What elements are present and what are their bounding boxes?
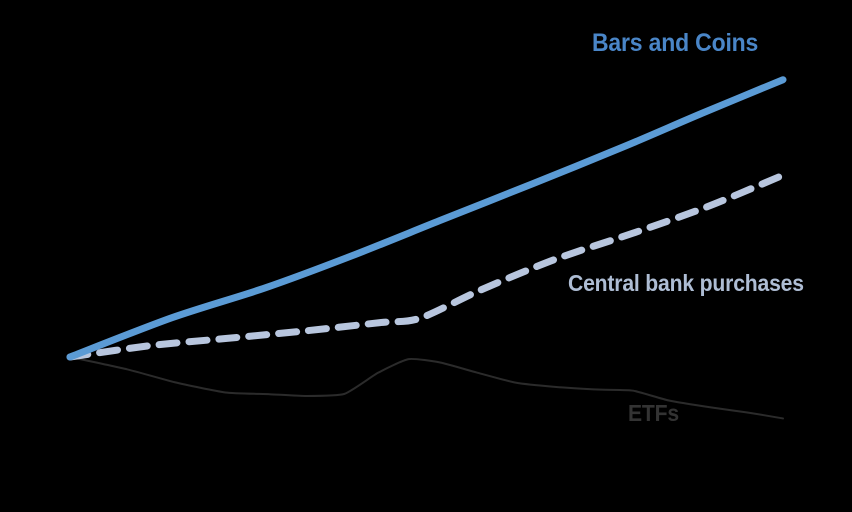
series-label-etfs: ETFs	[628, 400, 680, 426]
series-label-central-bank-purchases: Central bank purchases	[568, 270, 804, 296]
series-group	[66, 76, 787, 420]
series-line-bars-and-coins	[66, 76, 787, 361]
series-label-bars-and-coins: Bars and Coins	[592, 29, 759, 57]
series-line-etfs	[69, 356, 784, 420]
series-line-central-bank-purchases	[66, 171, 787, 361]
